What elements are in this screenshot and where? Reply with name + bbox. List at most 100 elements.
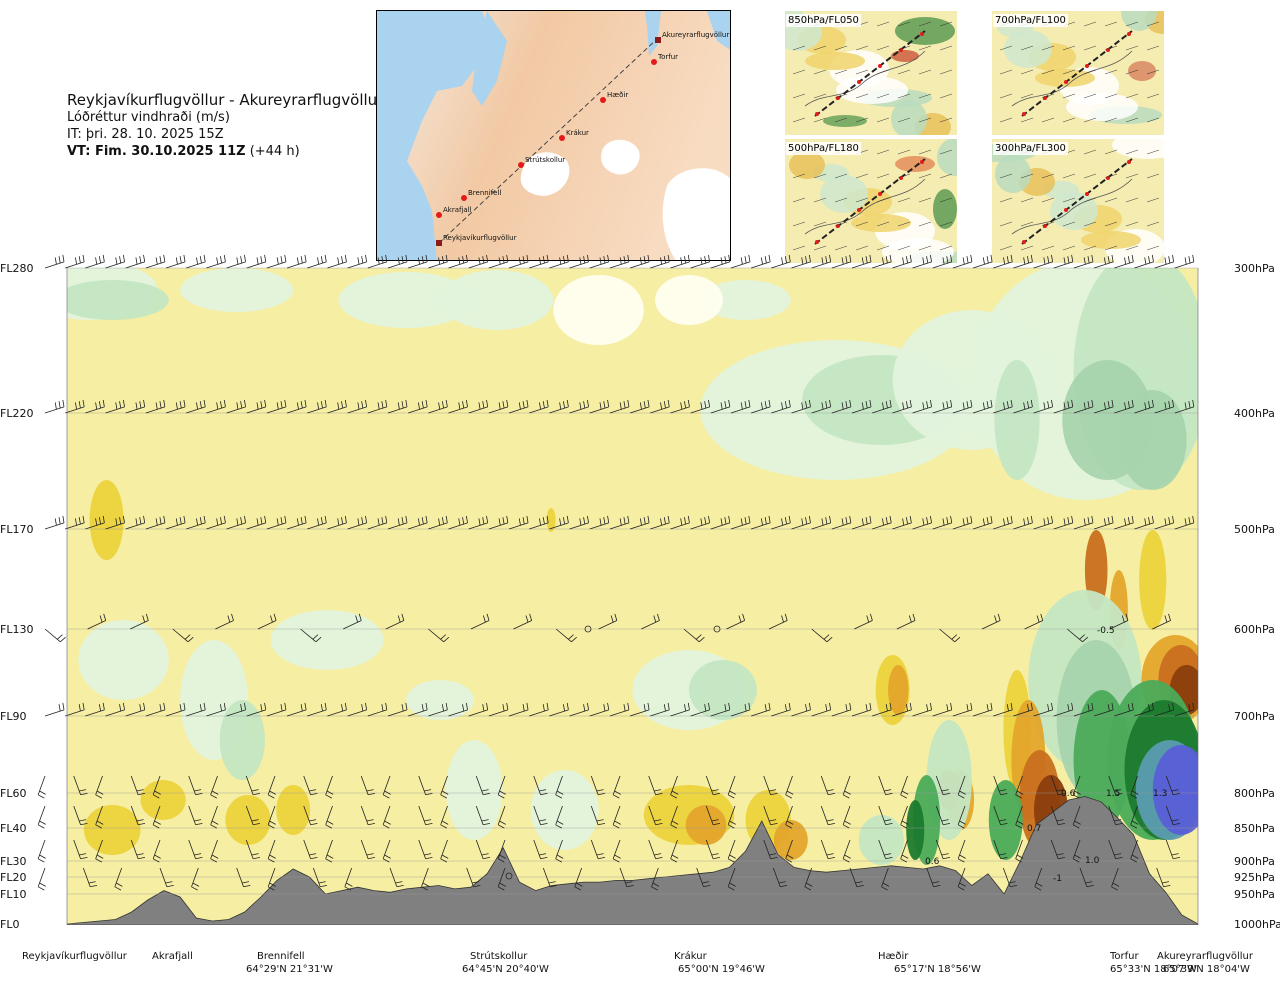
wind-barb	[932, 702, 953, 717]
wind-barb	[44, 702, 65, 717]
wind-barb	[589, 702, 610, 717]
wind-barb	[791, 399, 811, 414]
wind-barb	[555, 839, 564, 863]
flight-level-label: FL0	[0, 918, 19, 931]
wind-barb	[1050, 805, 1066, 826]
wind-barb	[303, 775, 318, 796]
wind-barb	[952, 515, 973, 530]
wind-barb	[508, 702, 529, 717]
pressure-level-label: 950hPa	[1234, 888, 1275, 901]
wind-barb	[389, 867, 404, 888]
flight-level-label: FL170	[0, 523, 33, 536]
field-contour	[1019, 750, 1061, 850]
wind-barb	[344, 867, 353, 891]
wind-barb	[130, 613, 149, 630]
wind-barb	[165, 702, 186, 717]
field-contour	[338, 272, 475, 328]
field-contour	[700, 340, 972, 480]
wind-barb	[912, 399, 932, 414]
wind-barb	[466, 867, 481, 888]
pressure-level-label: 500hPa	[1234, 523, 1275, 536]
wind-barb	[159, 867, 174, 888]
flight-level-label: FL280	[0, 262, 33, 275]
wind-barb	[831, 399, 852, 414]
wind-barb	[188, 775, 203, 796]
wind-barb	[206, 702, 226, 717]
contour-value-label: -0.5	[1097, 626, 1115, 636]
wind-barb	[648, 775, 663, 796]
wind-barb	[574, 867, 583, 891]
wind-barb	[1130, 805, 1139, 829]
wind-barb	[932, 515, 953, 530]
wind-barb	[1073, 702, 1094, 717]
wind-barb	[529, 515, 549, 530]
wind-barb	[710, 399, 731, 414]
wind-barb	[448, 399, 468, 414]
wind-barb	[1013, 702, 1033, 717]
wind-barb	[470, 613, 490, 630]
wind-barb	[210, 775, 219, 799]
wind-barb	[529, 702, 549, 717]
route-map-svg: Akureyrarflugvöllur Torfur Hæðir Krákur Strú…	[377, 11, 730, 260]
wind-barb	[307, 702, 327, 717]
wind-barb	[440, 775, 449, 799]
wind-barb	[555, 628, 577, 643]
wind-barb	[210, 805, 219, 829]
wind-barb	[804, 867, 813, 891]
wind-barb	[382, 775, 391, 799]
wind-barb	[1154, 399, 1175, 414]
wind-barbs	[37, 254, 1195, 891]
field-contour	[906, 800, 925, 860]
waypoint-marker	[600, 97, 606, 103]
wind-barb	[367, 399, 388, 414]
wind-barb	[125, 399, 146, 414]
field-contour	[406, 680, 475, 720]
wind-barb	[186, 254, 206, 269]
wind-barb	[418, 839, 433, 860]
pressure-level-label: 600hPa	[1234, 623, 1275, 636]
wind-barb	[1013, 399, 1033, 414]
contour-value-label: 1.0	[1085, 856, 1100, 866]
wind-barb	[267, 839, 276, 863]
wind-barb	[533, 775, 548, 796]
chart-title: Reykjavíkurflugvöllur - Akureyrarflugvöl…	[67, 91, 384, 109]
field-contour	[140, 780, 186, 820]
valid-time: VT: Fim. 30.10.2025 11Z	[67, 144, 246, 159]
field-contour	[875, 655, 910, 725]
wind-barb	[1053, 702, 1074, 717]
field-contour	[180, 268, 294, 312]
pressure-level-label: 300hPa	[1234, 262, 1275, 275]
wind-barb	[612, 775, 621, 799]
route-point-label: Torfur	[657, 53, 678, 61]
field-contour	[276, 785, 311, 835]
mini-map-svg	[992, 139, 1164, 263]
wind-barb	[418, 775, 433, 796]
wind-barb	[73, 839, 88, 860]
wind-barb	[590, 839, 606, 860]
wind-barb	[1174, 399, 1195, 414]
field-contour	[1118, 390, 1187, 490]
wind-barb	[125, 515, 146, 530]
wind-barb	[327, 399, 347, 414]
wind-barb	[475, 839, 491, 860]
wind-barb	[1174, 702, 1195, 717]
wind-barb	[549, 702, 569, 717]
wind-barb	[387, 399, 408, 414]
flight-level-label: FL60	[0, 787, 26, 800]
wind-barb	[382, 805, 391, 829]
wind-barb	[1073, 399, 1094, 414]
glacier-vatnajokull	[662, 168, 730, 260]
sea-west	[377, 11, 492, 260]
wind-barb	[993, 775, 1008, 796]
flight-level-label: FL40	[0, 822, 26, 835]
x-station: Reykjavíkurflugvöllur	[22, 950, 128, 962]
field-contour	[1073, 690, 1131, 830]
pressure-level-label: 850hPa	[1234, 822, 1275, 835]
field-contour	[643, 785, 735, 845]
calm-wind-marker	[505, 872, 513, 880]
wind-barb	[589, 399, 610, 414]
wind-barb	[85, 399, 105, 414]
wind-barb	[468, 399, 489, 414]
wind-barb	[1134, 399, 1154, 414]
left-axis: FL280 FL220 FL170 FL130 FL90 FL60 FL40 FL30 FL20…	[0, 262, 68, 931]
